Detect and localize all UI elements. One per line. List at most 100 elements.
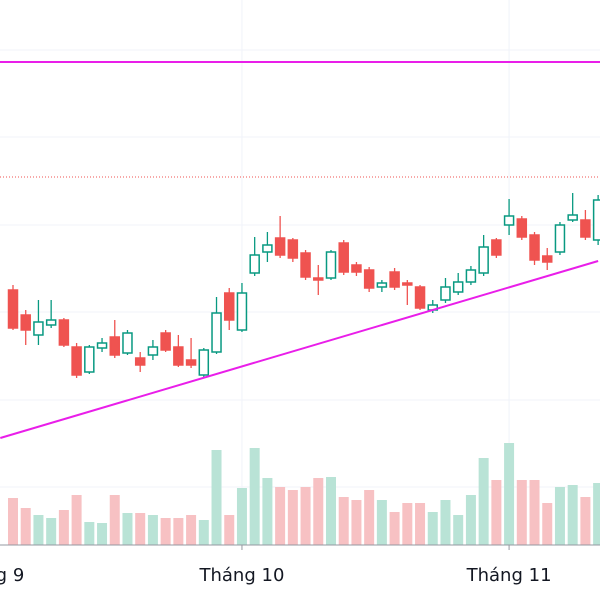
volume-bar [287, 490, 298, 545]
candle-body [223, 292, 235, 321]
candle-body [491, 239, 502, 256]
candle-body [274, 237, 286, 256]
candle-body [465, 269, 477, 283]
volume-bar [135, 513, 146, 545]
candle-body [287, 239, 299, 259]
volume-bar [109, 495, 120, 545]
volume-bar [300, 487, 311, 545]
volume-bar [160, 518, 171, 545]
candle-body [96, 342, 108, 349]
volume-bar [478, 458, 489, 545]
candle-layer [7, 193, 600, 378]
volume-bar [364, 490, 375, 545]
candle-body [7, 289, 19, 329]
candle-body [389, 271, 400, 288]
candle-body [363, 269, 375, 289]
volume-bar [402, 503, 413, 545]
volume-bar [376, 500, 387, 545]
candle-body [122, 332, 133, 354]
volume-bar [415, 503, 426, 545]
volume-bar [275, 487, 286, 545]
volume-bar [554, 487, 565, 545]
volume-bar [122, 513, 133, 545]
candle-body [198, 349, 210, 376]
volume-bar [491, 480, 502, 545]
volume-bar [33, 515, 44, 545]
x-tick-label: Tháng 10 [199, 565, 285, 586]
candle-body [592, 199, 600, 241]
candle-body [529, 234, 540, 261]
volume-bar [58, 510, 69, 545]
candle-body [351, 264, 362, 273]
candle-body [134, 357, 146, 366]
volume-bar [453, 515, 464, 545]
volume-bar [465, 495, 476, 545]
candle-body [58, 319, 70, 346]
volume-bar [516, 480, 527, 545]
volume-bar [313, 478, 324, 545]
candle-body [376, 282, 388, 288]
volume-bar [338, 497, 349, 545]
candle-body [516, 218, 528, 238]
volume-bar [504, 443, 515, 545]
candle-body [554, 224, 566, 253]
trend-line [0, 260, 599, 439]
volume-bar [198, 520, 209, 545]
volume-bar [351, 500, 362, 545]
grid [0, 0, 600, 545]
candle-body [313, 277, 324, 281]
x-axis: Tháng 9 Tháng 10 Tháng 11 [0, 545, 552, 586]
candle-body [185, 359, 197, 366]
volume-bar [46, 518, 57, 545]
candle-body [236, 292, 248, 331]
candle-body [414, 286, 426, 309]
candle-body [300, 252, 311, 278]
candle-body [84, 346, 95, 373]
volume-bar [224, 515, 235, 545]
volume-bar [97, 523, 108, 545]
overlay-layer [0, 61, 600, 439]
candle-body [20, 314, 31, 331]
candle-body [262, 244, 273, 253]
candle-body [45, 319, 57, 326]
candle-body [567, 214, 578, 221]
volume-bar [529, 480, 540, 545]
candle-body [325, 251, 337, 279]
volume-bar [542, 503, 553, 545]
candle-body [503, 215, 515, 226]
volume-bar [567, 485, 578, 545]
volume-bar [326, 477, 336, 545]
volume-bar [173, 518, 184, 545]
candle-body [147, 346, 159, 356]
volume-bar [186, 515, 197, 545]
volume-bar [236, 488, 247, 545]
candle-body [249, 254, 260, 274]
volume-bar [249, 448, 260, 545]
volume-bar [8, 498, 18, 545]
x-tick-label: Tháng 9 [0, 565, 24, 586]
candle-body [160, 332, 171, 351]
volume-bar [211, 450, 222, 545]
volume-bar [427, 512, 438, 545]
candle-body [440, 286, 451, 301]
volume-bar [71, 495, 82, 545]
volume-bar [389, 512, 400, 545]
volume-bar [84, 522, 95, 545]
candle-body [109, 336, 121, 356]
volume-layer [8, 443, 600, 545]
candle-body [173, 346, 184, 366]
candle-body [452, 281, 464, 293]
volume-bar [262, 478, 273, 545]
candle-body [211, 312, 222, 353]
volume-bar [593, 483, 600, 545]
candle-body [402, 282, 413, 286]
candle-body [478, 246, 489, 274]
x-tick-label: Tháng 11 [466, 565, 552, 586]
candle-body [71, 346, 82, 376]
candle-body [580, 219, 591, 238]
volume-bar [147, 515, 158, 545]
candle-body [541, 255, 553, 263]
volume-bar [580, 497, 591, 545]
